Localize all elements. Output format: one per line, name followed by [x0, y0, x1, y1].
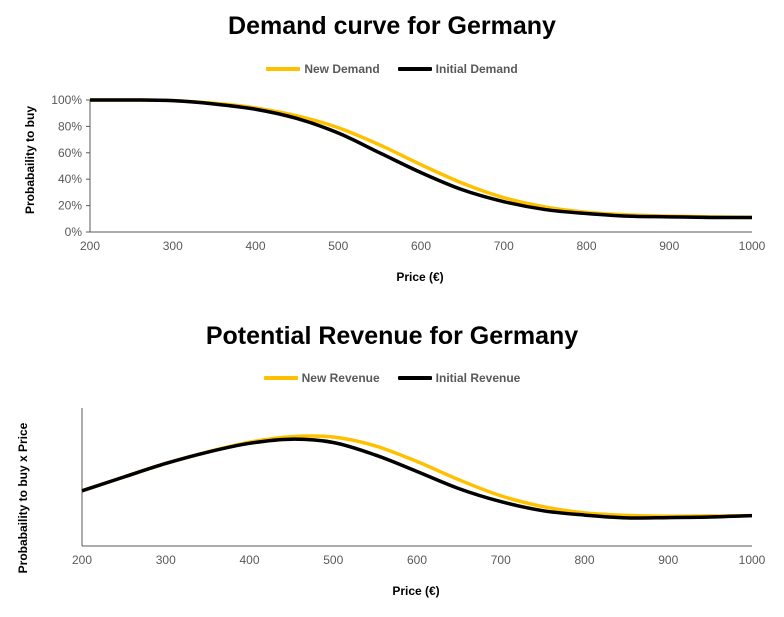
y-axis-title: Probabaility to buy	[23, 106, 37, 214]
legend-label: Initial Demand	[435, 62, 518, 76]
demand-chart-plot: Probabaility to buy Price (€) 200 300 400 5…	[23, 93, 766, 284]
x-tick-label: 900	[658, 553, 678, 567]
y-tick-label: 20%	[58, 199, 82, 213]
x-tick-label: 300	[156, 553, 176, 567]
x-tick-label: 700	[494, 239, 514, 253]
revenue-chart-panel: Potential Revenue for Germany New Revenu…	[0, 308, 784, 617]
legend-item-new-revenue: New Revenue	[263, 371, 380, 385]
chart-title: Demand curve for Germany	[228, 12, 556, 40]
x-tick-label: 600	[411, 239, 431, 253]
y-tick-label: 40%	[58, 172, 82, 186]
y-tick-label: 100%	[51, 93, 82, 107]
x-tick-label: 1000	[739, 239, 766, 253]
series-line-initial-demand	[89, 98, 753, 220]
x-tick-label: 300	[163, 239, 183, 253]
x-tick-label: 400	[245, 239, 265, 253]
x-tick-label: 200	[80, 239, 100, 253]
x-tick-label: 700	[491, 553, 511, 567]
legend-item-new-demand: New Demand	[266, 62, 380, 76]
series-line-new-demand	[89, 98, 753, 220]
x-tick-label: 400	[239, 553, 259, 567]
y-tick-label: 80%	[58, 119, 82, 133]
legend-item-initial-demand: Initial Demand	[397, 62, 518, 76]
series-line-new-revenue	[81, 434, 753, 518]
x-tick-label: 600	[407, 553, 427, 567]
revenue-chart-plot: Probabaility to buy x Price Price (€) 20…	[16, 408, 766, 598]
x-tick-label: 800	[574, 553, 594, 567]
x-axis-title: Price (€)	[396, 270, 443, 284]
y-axis-title: Probabaility to buy x Price	[16, 422, 30, 573]
x-tick-label: 900	[659, 239, 679, 253]
legend-label: New Demand	[304, 62, 380, 76]
x-tick-label: 500	[328, 239, 348, 253]
legend-swatch-initial	[397, 67, 432, 71]
legend-label: Initial Revenue	[435, 371, 521, 385]
legend-item-initial-revenue: Initial Revenue	[397, 371, 521, 385]
series-line-initial-revenue	[81, 437, 753, 520]
y-tick-label: 60%	[58, 146, 82, 160]
chart-legend: New Revenue Initial Revenue	[0, 371, 784, 385]
legend-label: New Revenue	[301, 371, 380, 385]
chart-title: Potential Revenue for Germany	[205, 322, 579, 350]
x-tick-label: 800	[576, 239, 596, 253]
chart-legend: New Demand Initial Demand	[0, 62, 784, 76]
demand-chart-panel: Demand curve for Germany New Demand Init…	[0, 0, 784, 300]
x-axis-title: Price (€)	[392, 584, 439, 598]
legend-swatch-new	[266, 67, 301, 71]
legend-swatch-new	[263, 376, 298, 380]
x-tick-label: 1000	[739, 553, 766, 567]
x-tick-label: 500	[323, 553, 343, 567]
y-tick-label: 0%	[65, 225, 83, 239]
legend-swatch-initial	[397, 376, 432, 380]
x-tick-label: 200	[72, 553, 92, 567]
